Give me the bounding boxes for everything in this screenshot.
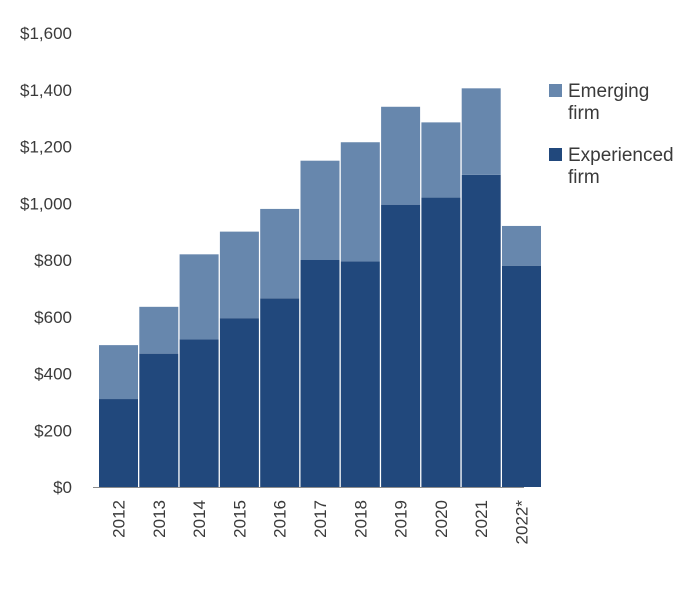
bar-segment [260,208,300,299]
y-axis: $1,600 $1,400 $1,200 $1,000 $800 $600 $400 $200… [20,24,72,497]
bar-segment [300,160,340,260]
legend-swatch [549,84,562,97]
bar-segment [340,142,380,262]
bar-segment [179,254,219,340]
y-tick-label: $1,200 [20,138,72,157]
legend-label-line2: firm [568,103,600,124]
y-tick-label: $400 [34,365,72,384]
legend-label-line2: firm [568,167,600,188]
x-tick-label: 2015 [230,500,249,538]
bar-segment [502,225,541,266]
y-tick-label: $1,400 [20,81,72,100]
x-tick-label: 2021 [472,500,491,538]
bar-segment [421,122,461,198]
bar-segment [502,265,541,487]
bar-segment [99,345,138,400]
legend-label-line1: Emerging [568,81,649,102]
bar-segment [219,318,259,487]
bar-segment [340,261,380,487]
bar-segment [381,106,421,205]
y-tick-label: $1,600 [20,24,72,43]
bar-segment [260,298,300,487]
x-tick-label: 2022* [513,500,532,545]
bar-segment [461,174,501,488]
x-tick-label: 2013 [150,500,169,538]
bar-segment [139,306,179,354]
bar-segment [179,339,219,487]
y-tick-label: $600 [34,308,72,327]
x-tick-label: 2016 [271,500,290,538]
x-axis: 2012 2013 2014 2015 2016 2017 2018 2019 2020 2021… [110,500,532,545]
bar-segment [139,353,179,487]
y-tick-label: $0 [53,478,72,497]
legend-swatch [549,148,562,161]
x-tick-label: 2012 [110,500,129,538]
bars [99,88,541,488]
x-tick-label: 2019 [392,500,411,538]
bar-segment [219,231,259,319]
bar-segment [300,260,340,487]
bar-segment [461,88,501,175]
x-tick-label: 2020 [432,500,451,538]
bar-segment [421,197,461,487]
x-tick-label: 2017 [311,500,330,538]
bar-segment [99,399,138,487]
y-tick-label: $200 [34,421,72,440]
bar-segment [381,204,421,488]
legend-label-line1: Experienced [568,145,674,166]
x-tick-label: 2018 [351,500,370,538]
y-tick-label: $1,000 [20,194,72,213]
y-tick-label: $800 [34,251,72,270]
x-tick-label: 2014 [190,500,209,538]
